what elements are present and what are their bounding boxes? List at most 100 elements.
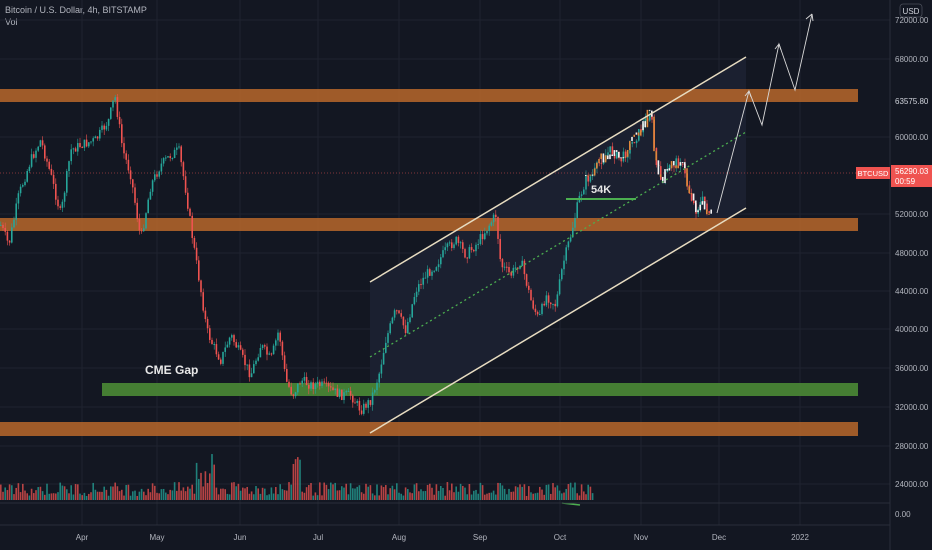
candle-body	[541, 303, 543, 314]
candle-body	[246, 364, 248, 366]
channel-fill	[370, 57, 746, 433]
price-tick-label: 60000.00	[895, 133, 929, 142]
volume-bar	[191, 484, 193, 500]
candle-body	[8, 240, 11, 243]
time-tick-label: 2022	[791, 533, 809, 542]
price-tick-label: 24000.00	[895, 480, 929, 489]
volume-bar	[209, 473, 211, 500]
candle-body	[92, 138, 94, 142]
symbol-title[interactable]: Bitcoin / U.S. Dollar, 4h, BITSTAMP	[5, 5, 147, 15]
resistance-zone-top[interactable]	[0, 89, 858, 102]
candle-body	[24, 181, 26, 186]
candle-body	[587, 175, 589, 182]
candle-body	[180, 146, 182, 163]
volume-bar	[26, 493, 28, 500]
volume-bar	[323, 482, 325, 500]
volume-bar	[193, 493, 196, 500]
volume-bar	[354, 488, 356, 500]
candle-body	[363, 403, 365, 414]
volume-bar	[28, 495, 31, 500]
volume-bar	[563, 492, 565, 500]
level-54k-label: 54K	[591, 184, 611, 196]
candle-body	[572, 227, 574, 238]
candle-body	[35, 150, 37, 158]
candle-body	[235, 342, 237, 348]
candle-body	[2, 224, 4, 228]
time-axis[interactable]: Apr May Jun Jul Aug Sep Oct Nov Dec 2022	[76, 533, 810, 542]
volume-bar	[244, 488, 246, 500]
candle-body	[649, 114, 651, 121]
volume-bar	[369, 485, 372, 500]
projected-candle	[587, 175, 589, 177]
candle-body	[277, 332, 279, 341]
candle-body	[294, 392, 297, 397]
candle-body	[574, 217, 576, 228]
candle-body	[365, 403, 367, 408]
price-axis[interactable]: USD 72000.00 68000.00 60000.00 52000.00 4800…	[889, 0, 932, 550]
candle-body	[149, 191, 152, 200]
ticker-badge[interactable]	[856, 167, 890, 179]
current-price-badge[interactable]	[891, 165, 932, 187]
channel-midline[interactable]	[369, 131, 747, 358]
projected-candle	[593, 168, 596, 176]
candle-body	[360, 410, 363, 414]
volume-bar	[484, 494, 486, 500]
projection-arrow-path[interactable]	[716, 13, 813, 214]
candle-body	[85, 139, 88, 147]
candle-body	[173, 149, 176, 159]
volume-bar	[94, 489, 97, 500]
volume-bar	[132, 491, 134, 500]
channel-lower-line[interactable]	[369, 207, 747, 434]
candle-body	[74, 148, 77, 152]
candle-body	[222, 351, 224, 364]
support-zone-bottom[interactable]	[0, 422, 858, 436]
ticker-label: BTCUSD	[858, 169, 889, 178]
candle-body	[563, 260, 565, 270]
candle-body	[475, 244, 477, 252]
candle-body	[519, 265, 521, 269]
candle-body	[323, 381, 325, 383]
volume-indicator-label[interactable]: Vol	[5, 17, 18, 27]
volume-bar	[72, 494, 75, 500]
volume-bar	[327, 489, 330, 500]
volume-bar	[138, 491, 141, 500]
volume-bar	[499, 483, 501, 500]
volume-bar	[88, 493, 90, 500]
candle-body	[367, 400, 369, 408]
volume-bar	[264, 488, 266, 500]
volume-bar	[79, 493, 81, 500]
candle-body	[486, 230, 488, 234]
volume-bar	[294, 459, 297, 500]
candle-body	[330, 386, 332, 388]
projection-arrow-head-icon	[805, 13, 814, 22]
volume-bar	[580, 484, 583, 500]
volume-bar	[413, 484, 416, 500]
candle-body	[525, 274, 528, 286]
volume-bar	[180, 490, 182, 500]
cme-gap-zone[interactable]	[102, 383, 858, 396]
candle-body	[72, 148, 75, 150]
volume-bar	[453, 492, 455, 500]
cme-gap-label: CME Gap	[145, 363, 198, 377]
candle-body	[189, 208, 191, 216]
candle-body	[233, 335, 235, 343]
channel-upper-line[interactable]	[369, 56, 747, 283]
candle-body	[431, 271, 433, 276]
support-zone-middle[interactable]	[0, 218, 858, 231]
volume-bar	[107, 495, 110, 500]
candle-body	[352, 395, 354, 403]
volume-bar	[253, 494, 255, 500]
candle-body	[103, 125, 105, 130]
candle-body	[305, 376, 308, 385]
candle-body	[332, 387, 334, 391]
candle-body	[195, 247, 198, 261]
volume-bar	[517, 487, 519, 500]
projected-candle	[624, 156, 627, 158]
current-price-countdown: 00:59	[895, 177, 916, 186]
candle-body	[576, 202, 578, 218]
candle-body	[457, 236, 460, 243]
time-tick-label: Aug	[392, 533, 406, 542]
currency-badge[interactable]	[899, 3, 923, 18]
volume-bar	[336, 490, 339, 500]
